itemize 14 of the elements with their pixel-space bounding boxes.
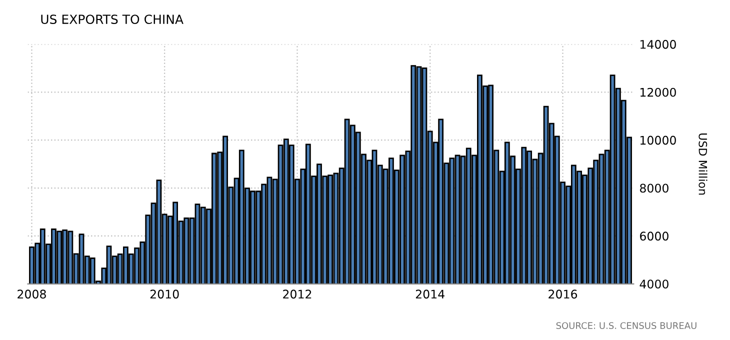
x-tick-label: 2008	[18, 290, 46, 299]
chart-title: US EXPORTS TO CHINA	[41, 14, 184, 24]
y-tick-label: 12000	[640, 88, 676, 97]
x-tick-label: 2016	[548, 290, 578, 299]
x-tick-label: 2010	[150, 290, 179, 299]
y-axis-title: USD Million	[698, 133, 708, 195]
y-tick-label: 8000	[640, 184, 668, 193]
x-tick-label: 2014	[416, 290, 444, 299]
x-tick-label: 2012	[283, 290, 312, 299]
y-tick-label: 4000	[640, 280, 668, 289]
source-note: SOURCE: U.S. CENSUS BUREAU	[556, 322, 696, 330]
y-tick-label: 6000	[640, 232, 668, 241]
y-tick-label: 14000	[640, 40, 676, 49]
y-tick-label: 10000	[640, 136, 676, 145]
